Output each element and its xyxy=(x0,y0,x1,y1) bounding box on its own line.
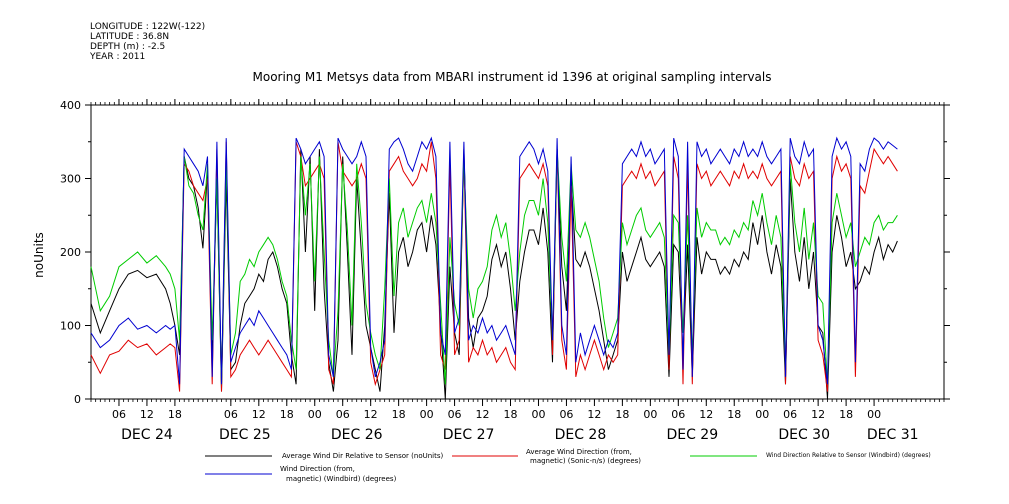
x-tick-label: 06 xyxy=(336,408,350,421)
legend-item-wind-direction-relative-windbird: Wind Direction Relative to Sensor (Windb… xyxy=(690,452,931,459)
x-tick-label: 00 xyxy=(867,408,881,421)
legend-label-4b: magnetic) (Windbird) (degrees) xyxy=(286,475,397,483)
x-tick-label: 00 xyxy=(643,408,657,421)
x-tick-label: 06 xyxy=(559,408,573,421)
header-longitude: LONGITUDE : 122W(-122) xyxy=(90,22,205,32)
x-tick-label: 12 xyxy=(140,408,154,421)
header-year: YEAR : 2011 xyxy=(89,52,145,62)
x-axis: 06 12 18 06 12 18 00 06 12 18 00 06 12 18 00 06 12 18 00 06… xyxy=(112,99,919,443)
x-day-label: DEC 30 xyxy=(778,427,830,443)
x-day-label: DEC 31 xyxy=(867,427,919,443)
legend-label-1: Average Wind Dir Relative to Sensor (noU… xyxy=(282,452,443,460)
legend-label-2b: magnetic) (Sonic-n/s) (degrees) xyxy=(530,457,641,465)
x-tick-label: 00 xyxy=(420,408,434,421)
y-tick-label: 100 xyxy=(60,320,81,333)
header-depth: DEPTH (m) : -2.5 xyxy=(90,42,165,52)
header-info: LONGITUDE : 122W(-122) LATITUDE : 36.8N … xyxy=(89,22,205,62)
x-tick-label: 18 xyxy=(504,408,518,421)
x-tick-label: 00 xyxy=(308,408,322,421)
legend-item-average-wind-dir-relative: Average Wind Dir Relative to Sensor (noU… xyxy=(205,452,443,460)
y-tick-label: 300 xyxy=(60,173,81,186)
x-tick-label: 18 xyxy=(168,408,182,421)
header-latitude: LATITUDE : 36.8N xyxy=(90,32,169,42)
x-tick-label: 12 xyxy=(364,408,378,421)
x-tick-label: 18 xyxy=(615,408,629,421)
x-tick-label: 18 xyxy=(280,408,294,421)
x-day-label: DEC 26 xyxy=(331,427,383,443)
legend-item-wind-direction-windbird: Wind Direction (from, magnetic) (Windbir… xyxy=(205,465,397,483)
series-layer xyxy=(90,136,898,400)
x-tick-label: 00 xyxy=(755,408,769,421)
x-tick-label: 18 xyxy=(839,408,853,421)
y-tick-label: 0 xyxy=(74,393,81,406)
x-tick-label: 12 xyxy=(587,408,601,421)
y-tick-label: 200 xyxy=(60,246,81,259)
x-tick-label: 12 xyxy=(699,408,713,421)
legend-item-average-wind-direction-sonic: Average Wind Direction (from, magnetic) … xyxy=(452,448,641,465)
x-day-label: DEC 27 xyxy=(443,427,495,443)
plot-area: 0 100 200 300 400 06 12 18 06 12 18 00 06 12 18 00 06 12… xyxy=(60,99,950,443)
series-line-4 xyxy=(90,136,898,385)
series-line-2 xyxy=(90,141,898,392)
y-axis: 0 100 200 300 400 xyxy=(60,99,950,406)
x-tick-label: 06 xyxy=(448,408,462,421)
legend-label-4a: Wind Direction (from, xyxy=(280,465,355,473)
y-axis-label: noUnits xyxy=(32,232,46,278)
x-tick-label: 18 xyxy=(727,408,741,421)
legend-label-3: Wind Direction Relative to Sensor (Windb… xyxy=(766,452,931,459)
x-day-label: DEC 28 xyxy=(555,427,607,443)
legend: Average Wind Dir Relative to Sensor (noU… xyxy=(205,448,931,483)
x-day-label: DEC 29 xyxy=(666,427,718,443)
x-tick-label: 12 xyxy=(476,408,490,421)
x-day-label: DEC 25 xyxy=(219,427,271,443)
x-tick-label: 06 xyxy=(224,408,238,421)
x-tick-label: 06 xyxy=(112,408,126,421)
y-tick-label: 400 xyxy=(60,99,81,112)
x-tick-label: 06 xyxy=(671,408,685,421)
x-tick-label: 12 xyxy=(811,408,825,421)
x-tick-label: 00 xyxy=(531,408,545,421)
legend-label-2a: Average Wind Direction (from, xyxy=(526,448,632,456)
x-tick-label: 12 xyxy=(252,408,266,421)
chart-title: Mooring M1 Metsys data from MBARI instru… xyxy=(253,70,772,84)
x-tick-label: 18 xyxy=(392,408,406,421)
x-tick-label: 06 xyxy=(783,408,797,421)
x-day-label: DEC 24 xyxy=(121,427,173,443)
series-line-1 xyxy=(90,149,898,400)
series-line-3 xyxy=(90,149,898,385)
